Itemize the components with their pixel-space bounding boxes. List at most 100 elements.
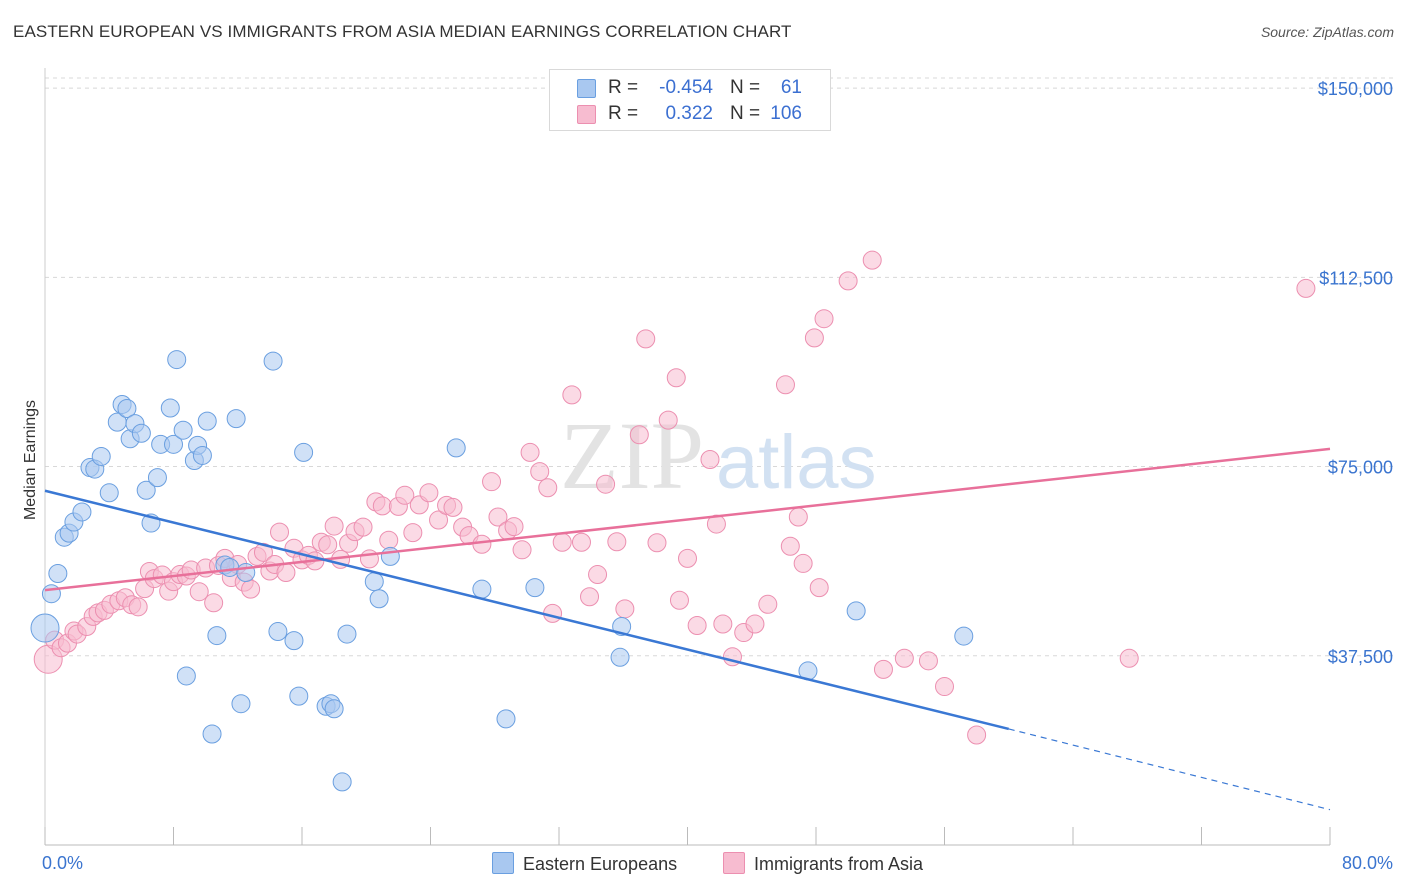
blue-point	[446, 438, 466, 458]
axes	[44, 68, 1331, 846]
legend-row-pink: R = 0.322 N = 106	[550, 101, 830, 127]
blue-point	[496, 709, 516, 729]
blue-point	[99, 483, 119, 503]
pink-point	[894, 648, 914, 668]
pink-point	[379, 530, 399, 550]
legend-n-value: 61	[780, 77, 802, 98]
legend-r-value: 0.322	[665, 103, 713, 124]
legend-n-label: N =	[730, 103, 761, 124]
blue-point	[164, 434, 183, 454]
watermark-atlas: atlas	[716, 420, 877, 505]
pink-point	[780, 536, 800, 556]
pink-point	[666, 368, 686, 388]
blue-point	[72, 502, 92, 522]
pink-point	[395, 485, 415, 505]
pink-point	[700, 449, 720, 469]
source-credit: Source: ZipAtlas.com	[1260, 24, 1394, 40]
pink-point	[713, 614, 733, 634]
bottom-legend-label-blue: Eastern Europeans	[523, 854, 678, 874]
pink-point	[472, 534, 492, 554]
pink-point	[647, 533, 667, 553]
legend-swatch-pink	[577, 105, 596, 124]
pink-point	[324, 516, 344, 536]
blue-point	[226, 409, 246, 429]
blue-point	[954, 626, 974, 646]
pink-point	[788, 507, 808, 527]
pink-point	[918, 651, 938, 671]
x-tick-label: 80.0%	[1342, 853, 1393, 873]
pink-point	[873, 659, 893, 679]
pink-point	[669, 590, 689, 610]
y-tick-label: $150,000	[1318, 79, 1393, 99]
pink-point	[1119, 648, 1139, 668]
blue-point	[263, 351, 283, 371]
pink-point	[636, 329, 656, 349]
blue-point	[202, 724, 222, 744]
pink-point	[967, 725, 987, 745]
blue-point	[167, 350, 187, 370]
bottom-legend-blue: Eastern Europeans	[492, 852, 677, 875]
correlation-legend: R = -0.454 N = 61 R = 0.322 N = 106	[549, 69, 831, 131]
blue-point	[369, 589, 389, 609]
pink-point	[353, 517, 373, 537]
blue-point	[91, 446, 111, 466]
legend-row-blue: R = -0.454 N = 61	[550, 75, 830, 101]
bottom-legend-label-pink: Immigrants from Asia	[754, 854, 924, 874]
pink-point	[588, 565, 608, 585]
chart-title: EASTERN EUROPEAN VS IMMIGRANTS FROM ASIA…	[13, 22, 792, 41]
pink-point	[758, 594, 778, 614]
pink-point	[482, 472, 502, 492]
blue-point	[294, 442, 314, 462]
pink-point	[814, 309, 834, 329]
pink-point	[552, 532, 572, 552]
blue-point	[846, 601, 866, 621]
pink-point	[128, 597, 148, 617]
blue-point	[324, 699, 344, 719]
blue-point	[147, 468, 167, 488]
blue-point	[173, 420, 193, 440]
pink-point	[580, 587, 600, 607]
pink-point	[809, 578, 829, 598]
pink-point	[276, 563, 296, 583]
blue-point	[131, 423, 151, 443]
pink-point	[443, 497, 463, 517]
pink-point	[512, 540, 532, 560]
pink-point	[615, 599, 635, 619]
trend-lines	[44, 447, 1331, 811]
bottom-legend-swatch-pink	[723, 852, 745, 874]
y-tick-label: $37,500	[1328, 647, 1393, 667]
pink-point	[318, 535, 338, 555]
legend-r-value: -0.454	[659, 77, 713, 98]
pink-point	[538, 478, 558, 498]
y-axis-label: Median Earnings	[22, 399, 39, 521]
blue-point	[364, 572, 384, 592]
blue-point	[48, 564, 68, 584]
blue-point	[289, 686, 309, 706]
legend-swatch-blue	[577, 79, 596, 98]
pink-point	[204, 593, 224, 613]
pink-point	[520, 442, 540, 462]
blue-point	[231, 694, 251, 714]
pink-trend-line	[44, 447, 1331, 592]
blue-point	[472, 579, 492, 599]
legend-r-label: R =	[608, 103, 639, 124]
blue-point	[41, 584, 61, 604]
pink-point	[607, 532, 627, 552]
blue-point	[610, 647, 630, 667]
pink-point	[1296, 278, 1316, 298]
blue-point	[220, 557, 240, 577]
blue-series-points	[30, 350, 974, 792]
blue-point	[525, 578, 545, 598]
bottom-legend-pink: Immigrants from Asia	[723, 852, 923, 875]
pink-point	[189, 582, 209, 602]
blue-trend-extension	[1008, 728, 1331, 811]
pink-point	[530, 462, 550, 482]
pink-point	[429, 510, 449, 530]
legend-n-label: N =	[730, 77, 761, 98]
pink-point	[253, 542, 273, 562]
blue-point	[337, 624, 357, 644]
blue-point	[136, 480, 156, 500]
blue-point	[268, 622, 288, 642]
blue-point	[192, 445, 212, 465]
legend-r-label: R =	[608, 77, 639, 98]
